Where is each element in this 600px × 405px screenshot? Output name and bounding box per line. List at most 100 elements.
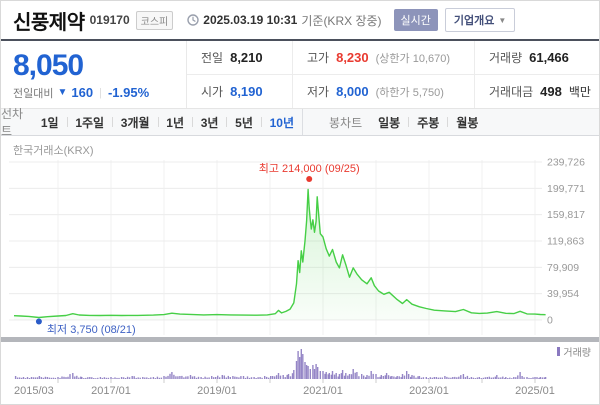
upper-limit-note: (상한가 10,670) — [375, 52, 451, 65]
svg-text:최저 3,750 (08/21): 최저 3,750 (08/21) — [47, 323, 136, 336]
low-price-cell: 저가 8,000 (하한가 5,750) — [292, 75, 474, 108]
prev-close-value: 8,210 — [230, 50, 263, 65]
open-price-value: 8,190 — [230, 84, 263, 99]
candle-tab-2[interactable]: 주봉 — [417, 115, 440, 130]
stock-name: 신풍제약 — [13, 11, 85, 34]
candle-tab-1[interactable]: 일봉 — [378, 115, 401, 130]
prev-close-label: 전일 — [201, 51, 224, 65]
period-tab-6[interactable]: 5년 — [235, 115, 253, 130]
svg-text:79,909: 79,909 — [547, 262, 579, 274]
candle-chart-tabs: 봉차트 일봉 주봉 월봉 — [303, 109, 599, 135]
clock-icon — [187, 14, 199, 26]
chart-section: 최고 214,000 (09/25) 최저 3,750 (08/21) 239,72… — [1, 136, 599, 402]
x-axis-labels: 2015/03 2017/01 2019/01 2021/01 2023/01 2025/… — [14, 379, 555, 397]
candle-chart-group-label: 봉차트 — [329, 115, 363, 130]
open-price-cell: 시가 8,190 — [187, 75, 292, 108]
tab-separator — [447, 117, 449, 127]
svg-text:2021/01: 2021/01 — [303, 385, 343, 397]
lower-limit-note: (하한가 5,750) — [375, 86, 444, 99]
line-chart-group-label: 선차트 — [1, 107, 24, 138]
quote-datetime-suffix: 기준(KRX 장중) — [301, 13, 382, 28]
trade-value-unit: 백만 — [568, 85, 591, 99]
volume-cell: 거래량 61,466 — [474, 41, 599, 74]
open-price-label: 시가 — [201, 85, 224, 99]
svg-text:39,954: 39,954 — [547, 288, 579, 300]
data-source-label: 한국거래소(KRX) — [13, 145, 94, 157]
candle-tab-3[interactable]: 월봉 — [456, 115, 479, 130]
company-overview-button[interactable]: 기업개요 ▼ — [444, 8, 516, 32]
trade-value-cell: 거래대금 498 백만 — [474, 75, 599, 108]
low-annotation: 최저 3,750 (08/21) — [35, 318, 136, 336]
change-percent: -1.95% — [107, 85, 150, 100]
change-value: 160 — [71, 85, 94, 100]
realtime-badge[interactable]: 실시간 — [393, 9, 438, 31]
price-detail-row: 시가 8,190 저가 8,000 (하한가 5,750) 거래대금 498 백… — [187, 75, 599, 108]
price-line — [13, 188, 546, 319]
period-tab-4[interactable]: 1년 — [166, 115, 184, 130]
price-area-fill — [14, 189, 547, 320]
period-tab-2[interactable]: 1주일 — [75, 115, 105, 130]
svg-text:2019/01: 2019/01 — [197, 385, 237, 397]
price-detail-table: 전일 8,210 고가 8,230 (상한가 10,670) 거래량 61,46… — [187, 41, 599, 108]
divider: | — [99, 86, 102, 99]
volume-value: 61,466 — [529, 50, 569, 65]
period-tab-1[interactable]: 1일 — [40, 115, 59, 130]
tab-separator — [260, 117, 262, 127]
volume-legend-label: 거래량 — [563, 348, 591, 359]
price-summary-section: 8,050 전일대비 ▼ 160 | -1.95% 전일 8,210 고가 8,… — [1, 39, 599, 109]
svg-text:최고 214,000 (09/25): 최고 214,000 (09/25) — [259, 162, 360, 175]
change-label: 전일대비 — [13, 87, 54, 100]
low-price-value: 8,000 — [336, 84, 369, 99]
stock-code: 019170 — [89, 13, 130, 27]
svg-text:0: 0 — [547, 315, 553, 327]
price-change-row: 전일대비 ▼ 160 | -1.95% — [13, 85, 174, 101]
svg-text:2017/01: 2017/01 — [91, 385, 131, 397]
tab-separator — [66, 117, 68, 127]
svg-text:199,771: 199,771 — [547, 183, 585, 195]
high-price-value: 8,230 — [336, 50, 369, 65]
company-overview-label: 기업개요 — [453, 15, 495, 27]
volume-label: 거래량 — [489, 51, 523, 65]
chart-scroll-divider[interactable] — [1, 337, 600, 342]
volume-bars — [14, 349, 547, 379]
line-chart-tabs: 선차트 1일 1주일 3개월 1년 3년 5년 10년 — [1, 107, 302, 138]
svg-text:159,817: 159,817 — [547, 209, 585, 221]
volume-bar-icon — [557, 347, 561, 356]
svg-text:2025/01: 2025/01 — [515, 385, 555, 397]
svg-text:2015/03: 2015/03 — [14, 385, 54, 397]
period-tab-3[interactable]: 3개월 — [120, 115, 150, 130]
gridlines — [9, 160, 542, 335]
low-price-label: 저가 — [307, 85, 330, 99]
prev-close-cell: 전일 8,210 — [187, 41, 292, 74]
quote-datetime: 2025.03.19 10:31 — [203, 13, 298, 27]
tab-divider — [302, 109, 303, 135]
svg-text:2023/01: 2023/01 — [409, 385, 449, 397]
datetime-group: 2025.03.19 10:31 기준(KRX 장중) — [187, 12, 382, 29]
high-price-cell: 고가 8,230 (상한가 10,670) — [292, 41, 474, 74]
price-series — [13, 188, 547, 320]
period-tab-7[interactable]: 10년 — [269, 115, 294, 130]
tab-separator — [192, 117, 193, 127]
trade-value-label: 거래대금 — [489, 85, 534, 99]
y-axis-labels: 239,726 199,771 159,817 119,863 79,909 39,954… — [547, 157, 585, 327]
down-arrow-icon: ▼ — [57, 87, 68, 98]
svg-text:239,726: 239,726 — [547, 157, 585, 169]
volume-legend: 거래량 — [557, 344, 591, 359]
header: 신풍제약 019170 코스피 2025.03.19 10:31 기준(KRX … — [1, 1, 599, 39]
svg-text:119,863: 119,863 — [547, 236, 584, 248]
market-badge: 코스피 — [135, 10, 174, 30]
price-chart: 최고 214,000 (09/25) 최저 3,750 (08/21) 239,72… — [1, 157, 600, 397]
tab-separator — [112, 117, 113, 127]
price-detail-row: 전일 8,210 고가 8,230 (상한가 10,670) 거래량 61,46… — [187, 41, 599, 75]
chevron-down-icon: ▼ — [498, 15, 507, 25]
current-price: 8,050 — [13, 49, 84, 82]
chart-tab-bar: 선차트 1일 1주일 3개월 1년 3년 5년 10년 봉차트 일봉 주봉 월봉 — [1, 107, 599, 138]
trade-value-value: 498 — [540, 84, 562, 99]
high-annotation: 최고 214,000 (09/25) — [259, 162, 360, 182]
period-tab-5[interactable]: 3년 — [200, 115, 219, 130]
tab-separator — [226, 117, 228, 127]
high-price-label: 고가 — [307, 51, 330, 65]
tab-separator — [408, 117, 410, 127]
tab-separator — [157, 117, 159, 127]
